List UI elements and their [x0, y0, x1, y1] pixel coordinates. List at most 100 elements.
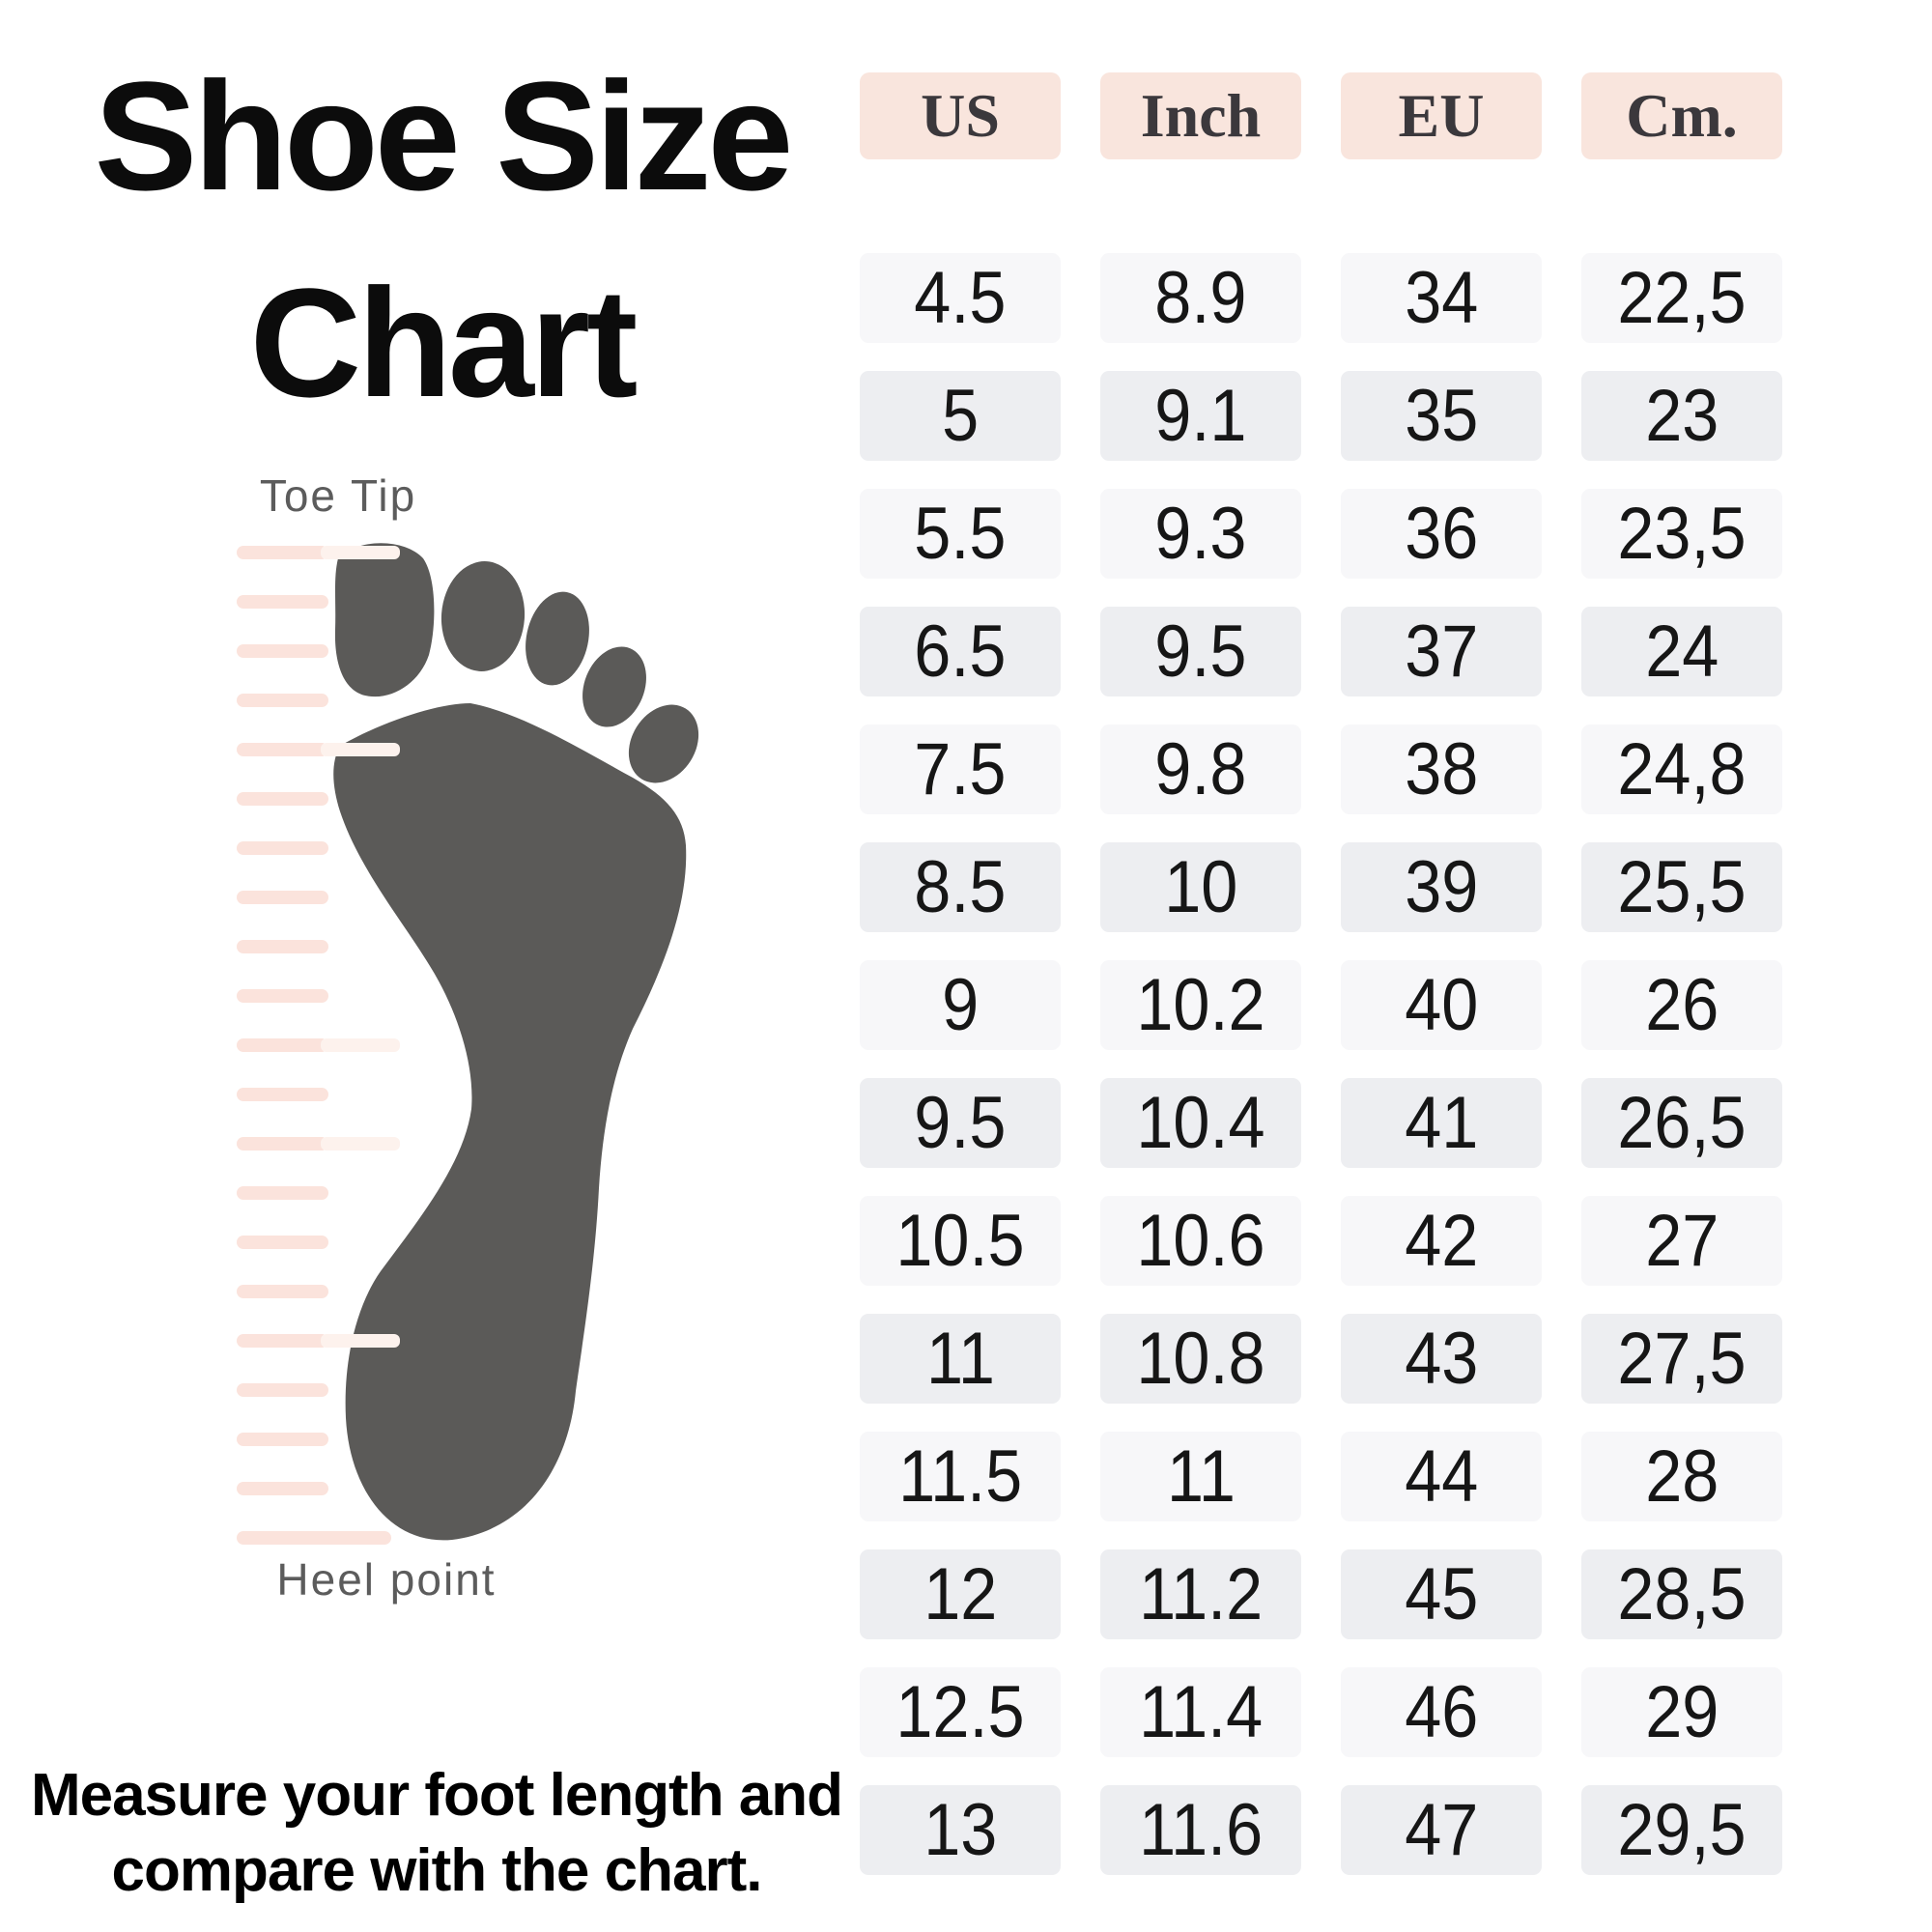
- page-title-line2: Chart: [249, 256, 639, 430]
- column-header-us: US: [860, 72, 1061, 159]
- ruler-tick: [237, 546, 328, 559]
- second-toe-shape: [440, 561, 526, 671]
- table-cell: 23: [1581, 371, 1782, 461]
- table-cell: 11: [1100, 1432, 1301, 1521]
- table-cell: 45: [1341, 1549, 1542, 1639]
- table-cell: 7.5: [860, 724, 1061, 814]
- column-header-cm: Cm.: [1581, 72, 1782, 159]
- big-toe-shape: [334, 543, 435, 697]
- table-cell: 28: [1581, 1432, 1782, 1521]
- table-cell: 29: [1581, 1667, 1782, 1757]
- ruler-tick: [237, 644, 328, 658]
- table-cell: 11: [860, 1314, 1061, 1404]
- table-cell: 10.6: [1100, 1196, 1301, 1286]
- table-cell: 46: [1341, 1667, 1542, 1757]
- ruler-marks: [237, 546, 391, 1545]
- table-cell: 40: [1341, 960, 1542, 1050]
- ruler-tick: [237, 1088, 328, 1101]
- table-cell: 27: [1581, 1196, 1782, 1286]
- ruler-tick: [237, 1038, 328, 1052]
- table-cell: 10.5: [860, 1196, 1061, 1286]
- table-cell: 10: [1100, 842, 1301, 932]
- table-cell: 11.6: [1100, 1785, 1301, 1875]
- table-cell: 9.3: [1100, 489, 1301, 579]
- table-cell: 22,5: [1581, 253, 1782, 343]
- ruler-highlight-tick: [321, 1137, 400, 1151]
- table-cell: 12.5: [860, 1667, 1061, 1757]
- ruler-tick: [237, 1334, 328, 1348]
- instruction-line2: compare with the chart.: [111, 1836, 763, 1904]
- table-cell: 13: [860, 1785, 1061, 1875]
- page-title: Shoe Size Chart: [0, 33, 884, 447]
- table-cell: 8.5: [860, 842, 1061, 932]
- table-cell: 37: [1341, 607, 1542, 696]
- table-cell: 6.5: [860, 607, 1061, 696]
- table-cell: 8.9: [1100, 253, 1301, 343]
- foot-measurement-illustration: [237, 543, 699, 1545]
- table-cell: 11.2: [1100, 1549, 1301, 1639]
- ruler-highlight-tick: [321, 546, 400, 559]
- ruler-tick: [237, 1186, 328, 1200]
- table-cell: 9.1: [1100, 371, 1301, 461]
- instruction-line1: Measure your foot length and: [30, 1762, 843, 1829]
- table-cell: 26: [1581, 960, 1782, 1050]
- table-cell: 10.4: [1100, 1078, 1301, 1168]
- table-cell: 43: [1341, 1314, 1542, 1404]
- third-toe-shape: [526, 591, 589, 686]
- fourth-toe-shape: [582, 646, 646, 727]
- ruler-tick: [237, 1482, 328, 1495]
- table-cell: 12: [860, 1549, 1061, 1639]
- ruler-tick: [237, 1137, 328, 1151]
- ruler-tick: [237, 743, 328, 756]
- ruler-tick: [237, 792, 328, 806]
- instruction-text: Measure your foot length and compare wit…: [12, 1758, 862, 1908]
- table-cell: 42: [1341, 1196, 1542, 1286]
- ruler-highlight-tick: [321, 1334, 400, 1348]
- ruler-tick: [237, 940, 328, 953]
- table-cell: 47: [1341, 1785, 1542, 1875]
- table-cell: 11.4: [1100, 1667, 1301, 1757]
- table-cell: 23,5: [1581, 489, 1782, 579]
- table-cell: 9: [860, 960, 1061, 1050]
- ruler-tick: [237, 891, 328, 904]
- table-cell: 9.5: [860, 1078, 1061, 1168]
- size-table-header: US Inch EU Cm.: [860, 72, 1782, 159]
- column-header-inch: Inch: [1100, 72, 1301, 159]
- ruler-tick: [237, 1531, 391, 1545]
- ruler-tick: [237, 989, 328, 1003]
- table-cell: 4.5: [860, 253, 1061, 343]
- table-cell: 41: [1341, 1078, 1542, 1168]
- ruler-tick: [237, 841, 328, 855]
- table-cell: 24: [1581, 607, 1782, 696]
- ruler-tick: [237, 694, 328, 707]
- table-cell: 36: [1341, 489, 1542, 579]
- ruler-highlight-marks: [321, 546, 400, 1348]
- column-header-eu: EU: [1341, 72, 1542, 159]
- table-cell: 38: [1341, 724, 1542, 814]
- table-cell: 39: [1341, 842, 1542, 932]
- table-cell: 10.8: [1100, 1314, 1301, 1404]
- table-cell: 24,8: [1581, 724, 1782, 814]
- heel-point-label: Heel point: [276, 1554, 497, 1605]
- size-table-rows: 4.5 8.9 34 22,5 5 9.1 35 23 5.5 9.3 36 23,5 6.5 9.5 37…: [860, 253, 1782, 1875]
- table-cell: 11.5: [860, 1432, 1061, 1521]
- table-cell: 10.2: [1100, 960, 1301, 1050]
- table-cell: 28,5: [1581, 1549, 1782, 1639]
- table-cell: 26,5: [1581, 1078, 1782, 1168]
- table-cell: 27,5: [1581, 1314, 1782, 1404]
- table-cell: 5.5: [860, 489, 1061, 579]
- ruler-tick: [237, 1433, 328, 1446]
- ruler-tick: [237, 595, 328, 609]
- footprint-icon: [333, 543, 699, 1541]
- table-cell: 25,5: [1581, 842, 1782, 932]
- table-cell: 34: [1341, 253, 1542, 343]
- ruler-highlight-tick: [321, 1038, 400, 1052]
- ruler-tick: [237, 1383, 328, 1397]
- table-cell: 29,5: [1581, 1785, 1782, 1875]
- toe-tip-label: Toe Tip: [259, 470, 417, 521]
- ruler-highlight-tick: [321, 743, 400, 756]
- ruler-tick: [237, 1285, 328, 1298]
- table-cell: 9.8: [1100, 724, 1301, 814]
- table-cell: 35: [1341, 371, 1542, 461]
- fifth-toe-shape: [628, 704, 699, 783]
